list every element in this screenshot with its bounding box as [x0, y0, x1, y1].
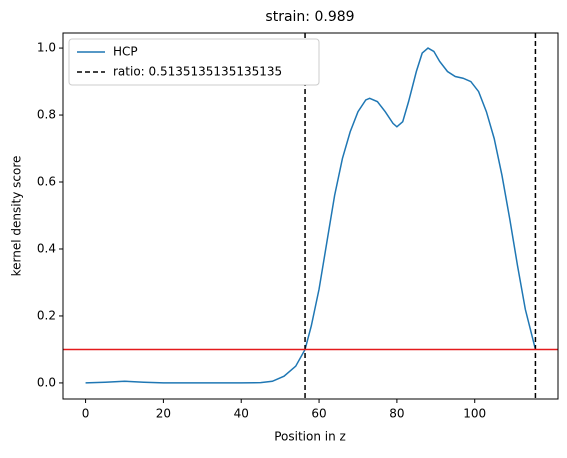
y-tick-label: 1.0 — [37, 41, 56, 55]
plot-frame — [62, 32, 559, 400]
y-tick-label: 0.6 — [37, 175, 56, 189]
y-tick-label: 0.0 — [37, 375, 56, 389]
x-tick-label: 0 — [82, 407, 90, 421]
x-tick-label: 80 — [389, 407, 404, 421]
x-tick-label: 40 — [234, 407, 249, 421]
line — [85, 47, 537, 384]
legend-label: ratio: 0.5135135135135135 — [113, 65, 282, 79]
x-tick-label: 20 — [156, 407, 171, 421]
legend-box — [68, 38, 320, 86]
x-axis-label: Position in z — [274, 430, 346, 444]
legend-label: HCP — [113, 45, 138, 59]
y-tick-label: 0.2 — [37, 308, 56, 322]
chart-title: strain: 0.989 — [265, 9, 354, 25]
y-tick-label: 0.4 — [37, 241, 56, 255]
y-axis-label: kernel density score — [10, 156, 24, 277]
x-tick-label: 60 — [311, 407, 326, 421]
x-tick-label: 100 — [463, 407, 486, 421]
y-tick-label: 0.8 — [37, 108, 56, 122]
